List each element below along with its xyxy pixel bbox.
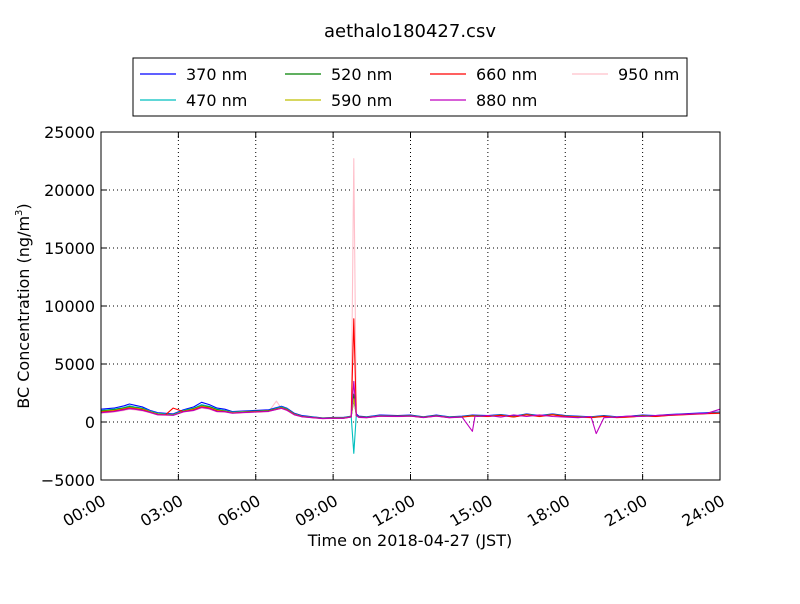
legend-label: 660 nm [476, 65, 537, 84]
y-tick-label: 20000 [44, 181, 95, 200]
y-axis-label: BC Concentration (ng/m3) [14, 203, 33, 408]
y-tick-label: 10000 [44, 297, 95, 316]
legend-label: 950 nm [618, 65, 679, 84]
series-line-660-nm [100, 318, 721, 420]
y-tick-label: 0 [85, 413, 95, 432]
series-line-880-nm [100, 380, 721, 435]
x-axis-label: Time on 2018-04-27 (JST) [307, 531, 512, 550]
legend-label: 520 nm [331, 65, 392, 84]
legend: 370 nm 470 nm 520 nm 590 nm 660 nm 880 nm 950 … [132, 57, 688, 117]
y-tick-label: −5000 [41, 471, 95, 490]
legend-label: 470 nm [186, 91, 247, 110]
legend-label: 370 nm [186, 65, 247, 84]
y-tick-label: 5000 [54, 355, 95, 374]
legend-label: 590 nm [331, 91, 392, 110]
legend-label: 880 nm [476, 91, 537, 110]
legend-box [132, 57, 688, 117]
y-axis-label-sup: 3 [14, 210, 25, 216]
series-layer [100, 158, 721, 454]
y-tick-label: 25000 [44, 123, 95, 142]
y-axis-label-main: BC Concentration (ng/m [14, 216, 33, 409]
chart-title: aethalo180427.csv [324, 21, 496, 42]
y-axis-label-end: ) [14, 203, 33, 209]
y-tick-label: 15000 [44, 239, 95, 258]
